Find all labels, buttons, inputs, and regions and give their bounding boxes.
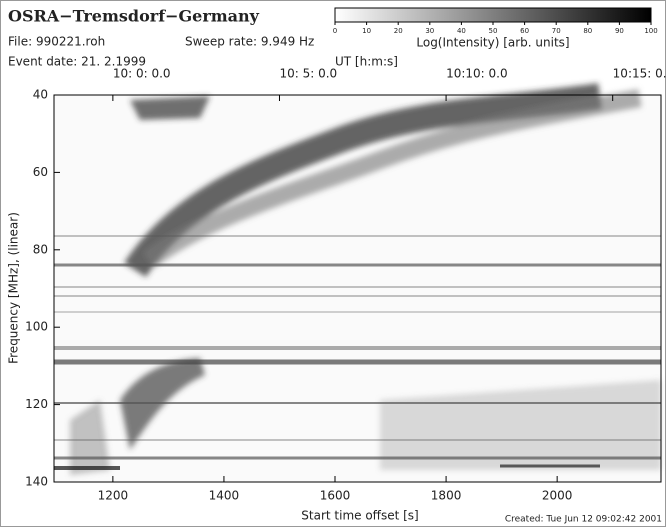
colorbar-tick-label: 0 [333, 27, 337, 35]
colorbar-tick-label: 30 [425, 27, 434, 35]
y-tick-label: 120 [25, 397, 48, 411]
sweep-rate: Sweep rate: 9.949 Hz [185, 35, 314, 49]
spectrogram-image [54, 83, 661, 482]
y-tick-label: 80 [33, 242, 48, 256]
x2-tick-label: 10:10: 0.0 [446, 67, 508, 81]
colorbar-label: Log(Intensity) [arb. units] [416, 36, 569, 50]
x2-axis-label: UT [h:m:s] [335, 55, 398, 69]
colorbar-tick-label: 70 [552, 27, 561, 35]
colorbar-tick-label: 60 [520, 27, 529, 35]
y-tick-label: 140 [25, 475, 48, 489]
x2-tick-label: 10:15: 0.0 [613, 67, 666, 81]
x-tick-label: 2000 [542, 489, 573, 503]
colorbar-tick-label: 20 [394, 27, 403, 35]
x2-tick-label: 10: 5: 0.0 [279, 67, 337, 81]
x-tick-label: 1400 [209, 489, 240, 503]
x-tick-label: 1800 [431, 489, 462, 503]
colorbar-tick-label: 40 [457, 27, 466, 35]
colorbar-tick-label: 50 [489, 27, 498, 35]
y-tick-label: 100 [25, 320, 48, 334]
y-axis-label: Frequency [MHz], (linear) [7, 212, 21, 364]
x-tick-label: 1200 [98, 489, 129, 503]
colorbar-tick-label: 80 [583, 27, 592, 35]
colorbar-tick-label: 100 [644, 27, 657, 35]
colorbar [334, 7, 652, 23]
x2-tick-label: 10: 0: 0.0 [113, 67, 171, 81]
footer: Created: Tue Jun 12 09:02:42 2001 [505, 515, 662, 525]
event-date: Event date: 21. 2.1999 [8, 55, 146, 69]
y-tick-label: 60 [33, 165, 48, 179]
colorbar-tick-label: 90 [615, 27, 624, 35]
x-axis-label: Start time offset [s] [301, 509, 418, 523]
plot-frame [53, 94, 662, 483]
file-info: File: 990221.roh [8, 35, 105, 49]
x-tick-label: 1600 [320, 489, 351, 503]
y-tick-label: 40 [33, 88, 48, 102]
chart-title: OSRA−Tremsdorf−Germany [8, 7, 260, 26]
colorbar-tick-label: 10 [362, 27, 371, 35]
